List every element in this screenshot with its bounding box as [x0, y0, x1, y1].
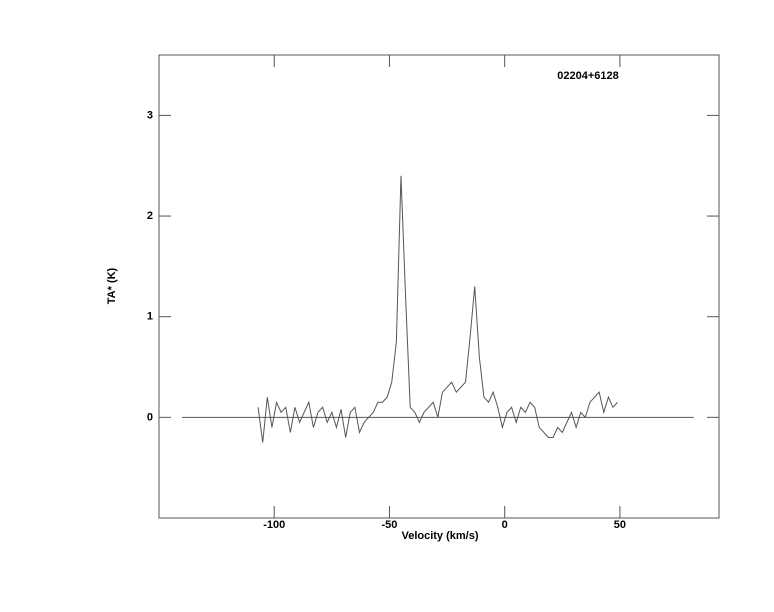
- plot-frame: [158, 54, 720, 519]
- y-axis-label: TA* (K): [106, 267, 118, 304]
- y-tick-label: 0: [147, 411, 153, 423]
- chart-title: 02204+6128: [557, 70, 618, 82]
- line: [257, 175, 618, 443]
- y-tick-label: 2: [147, 210, 153, 222]
- x-tick-label: 0: [502, 519, 508, 531]
- x-tick-label: 50: [614, 519, 626, 531]
- x-axis-label: Velocity (km/s): [401, 530, 478, 542]
- x-tick-label: -50: [381, 519, 397, 531]
- y-tick-label: 1: [147, 311, 153, 323]
- x-tick-label: -100: [263, 519, 285, 531]
- y-tick-label: 3: [147, 109, 153, 121]
